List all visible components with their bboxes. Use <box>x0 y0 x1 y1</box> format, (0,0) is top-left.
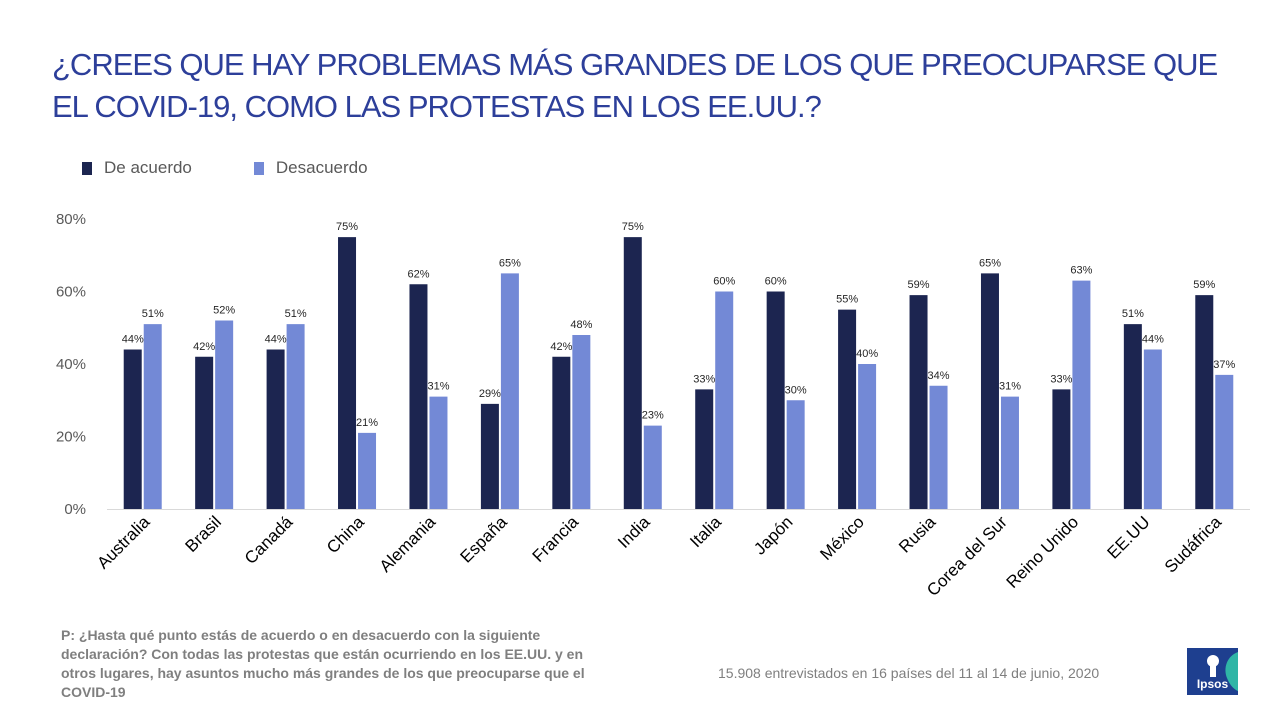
sample-note: 15.908 entrevistados en 16 países del 11… <box>718 665 1100 681</box>
bar-desacuerdo <box>215 320 234 509</box>
bar-desacuerdo <box>286 324 305 509</box>
bar-de-acuerdo <box>409 284 428 509</box>
legend-label-desacuerdo: Desacuerdo <box>275 158 368 177</box>
data-label: 21% <box>356 417 378 429</box>
data-label: 44% <box>1142 334 1164 346</box>
x-category-label: Australia <box>93 512 154 573</box>
bar-desacuerdo <box>786 400 805 509</box>
x-category-label: Reino Unido <box>1003 512 1083 592</box>
bar-desacuerdo <box>572 335 591 509</box>
bar-de-acuerdo <box>480 403 499 509</box>
data-label: 42% <box>550 341 572 353</box>
y-tick-label: 0% <box>64 501 86 518</box>
bar-desacuerdo <box>1000 396 1019 509</box>
bar-desacuerdo <box>1072 280 1091 509</box>
bar-de-acuerdo <box>838 309 857 509</box>
x-category-label: Italia <box>686 512 725 551</box>
data-label: 51% <box>1122 308 1144 320</box>
x-category-label: EE.UU <box>1103 512 1153 562</box>
x-category-label: Francia <box>529 512 583 566</box>
y-tick-label: 60% <box>56 284 86 301</box>
x-category-label: India <box>614 512 654 552</box>
logo-text: Ipsos <box>1197 677 1229 691</box>
bar-de-acuerdo <box>1052 389 1071 509</box>
data-label: 31% <box>427 381 449 393</box>
bar-de-acuerdo <box>195 356 214 509</box>
x-category-label: México <box>816 512 868 564</box>
data-label: 52% <box>213 305 235 317</box>
question-footnote: P: ¿Hasta qué punto estás de acuerdo o e… <box>61 627 585 700</box>
data-label: 60% <box>713 276 735 288</box>
data-label: 40% <box>856 348 878 360</box>
data-label: 34% <box>928 370 950 382</box>
ipsos-logo-mark: Ipsos <box>1187 648 1238 695</box>
data-label: 33% <box>693 373 715 385</box>
x-category-label: Brasil <box>181 512 224 555</box>
bar-de-acuerdo <box>338 237 357 509</box>
data-label: 60% <box>765 276 787 288</box>
x-category-label: Rusia <box>895 512 940 557</box>
y-tick-label: 40% <box>56 356 86 373</box>
bar-de-acuerdo <box>623 237 642 509</box>
data-label: 75% <box>336 221 358 233</box>
bar-desacuerdo <box>1215 374 1234 509</box>
bar-chart: 0% 20% 40% 60% 80% 44% 51% Australia 42% 52% Brasi… <box>56 211 1250 600</box>
bar-de-acuerdo <box>695 389 714 509</box>
bar-de-acuerdo <box>266 349 285 509</box>
legend-swatch-desacuerdo <box>253 161 264 175</box>
data-label: 29% <box>479 388 501 400</box>
legend-item-de-acuerdo: De acuerdo <box>82 158 192 178</box>
data-label: 51% <box>142 308 164 320</box>
data-label: 31% <box>999 381 1021 393</box>
data-label: 30% <box>785 384 807 396</box>
x-category-label: China <box>323 512 368 557</box>
data-label: 75% <box>622 221 644 233</box>
data-label: 23% <box>642 410 664 422</box>
y-tick-label: 20% <box>56 429 86 446</box>
data-label: 63% <box>1070 265 1092 277</box>
bar-desacuerdo <box>429 396 448 509</box>
bar-de-acuerdo <box>1123 324 1142 509</box>
bar-de-acuerdo <box>766 291 785 509</box>
legend-label-de-acuerdo: De acuerdo <box>104 158 192 177</box>
bar-desacuerdo <box>929 385 948 509</box>
legend-item-desacuerdo: Desacuerdo <box>253 158 368 178</box>
bar-de-acuerdo <box>123 349 142 509</box>
chart-title: ¿CREES QUE HAY PROBLEMAS MÁS GRANDES DE … <box>52 47 1218 124</box>
bar-desacuerdo <box>643 425 662 509</box>
bar-desacuerdo <box>143 324 162 509</box>
x-category-label: Alemania <box>376 512 440 576</box>
bar-desacuerdo <box>858 364 877 509</box>
x-category-label: Canadá <box>241 512 297 568</box>
data-label: 44% <box>122 334 144 346</box>
x-category-label: Japón <box>750 512 796 558</box>
chart-legend: De acuerdo Desacuerdo <box>82 157 430 179</box>
bar-de-acuerdo <box>980 273 999 509</box>
y-tick-label: 80% <box>56 211 86 228</box>
data-label: 65% <box>979 257 1001 269</box>
data-label: 65% <box>499 257 521 269</box>
data-label: 44% <box>265 334 287 346</box>
data-label: 37% <box>1213 359 1235 371</box>
x-category-label: España <box>457 512 512 567</box>
data-label: 48% <box>570 319 592 331</box>
x-category-label: Sudáfrica <box>1161 512 1226 577</box>
bar-de-acuerdo <box>552 356 571 509</box>
bar-de-acuerdo <box>909 295 928 509</box>
data-label: 59% <box>1193 279 1215 291</box>
bar-desacuerdo <box>500 273 519 509</box>
bar-desacuerdo <box>1143 349 1162 509</box>
data-label: 42% <box>193 341 215 353</box>
data-label: 55% <box>836 294 858 306</box>
data-label: 51% <box>285 308 307 320</box>
bar-desacuerdo <box>358 432 377 509</box>
data-label: 59% <box>908 279 930 291</box>
legend-swatch-de-acuerdo <box>82 161 92 175</box>
bar-de-acuerdo <box>1195 295 1214 509</box>
data-label: 62% <box>407 268 429 280</box>
bar-desacuerdo <box>715 291 734 509</box>
ipsos-logo: Ipsos <box>1187 648 1238 695</box>
data-label: 33% <box>1050 373 1072 385</box>
